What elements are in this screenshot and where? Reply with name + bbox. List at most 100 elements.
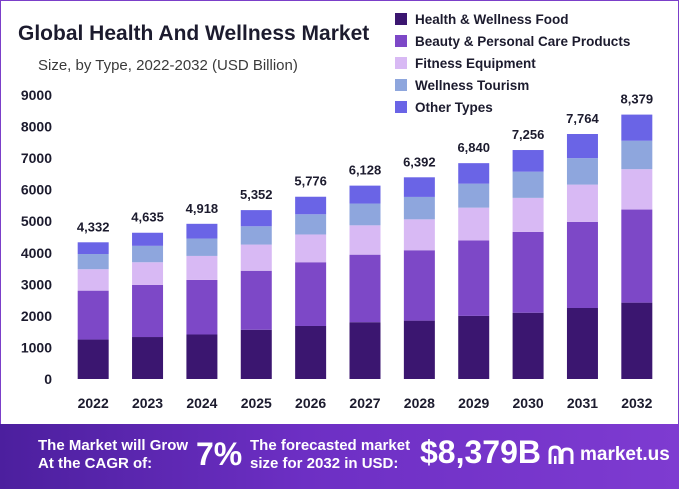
market-us-logo-icon: [548, 445, 574, 464]
bar-segment: [186, 279, 218, 335]
bar-segment: [349, 254, 381, 323]
bar-segment: [295, 262, 327, 326]
bar-segment: [621, 114, 653, 141]
bar-segment: [132, 262, 164, 285]
bar-total-label: 6,128: [349, 163, 382, 178]
bar-segment: [403, 219, 435, 251]
chart-title: Global Health And Wellness Market: [18, 22, 370, 45]
cagr-label: The Market will Grow At the CAGR of:: [38, 437, 189, 472]
bar-segment: [349, 322, 381, 379]
bar-segment: [349, 225, 381, 255]
bar-segment: [240, 329, 272, 379]
bar-segment: [512, 231, 544, 313]
x-tick-label: 2026: [295, 395, 326, 411]
bar-segment: [403, 320, 435, 379]
bar-segment: [512, 197, 544, 232]
bar-segment: [240, 270, 272, 330]
cagr-value: 7%: [196, 436, 243, 472]
bar-total-label: 4,332: [77, 219, 110, 234]
bar-total-label: 4,918: [186, 201, 219, 216]
x-tick-label: 2024: [186, 395, 217, 411]
bar-segment: [621, 169, 653, 210]
x-tick-label: 2028: [404, 395, 435, 411]
bar-total-label: 7,764: [566, 111, 599, 126]
bar-total-label: 4,635: [131, 210, 164, 225]
legend-label: Wellness Tourism: [415, 77, 530, 93]
chart-legend: Health & Wellness Food Beauty & Personal…: [395, 8, 630, 118]
bar-segment: [512, 171, 544, 198]
legend-swatch: [395, 79, 407, 91]
bar-segment: [295, 214, 327, 235]
bar-segment: [566, 184, 598, 222]
bar-segment: [566, 221, 598, 308]
legend-item: Wellness Tourism: [395, 74, 630, 96]
bar-segment: [621, 302, 653, 379]
bar-total-label: 6,840: [457, 140, 490, 155]
bar-segment: [132, 232, 164, 246]
bar-segment: [186, 223, 218, 239]
bar-segment: [132, 245, 164, 263]
bar-segment: [566, 308, 598, 379]
x-tick-label: 2022: [78, 395, 109, 411]
brand: market.us: [548, 444, 670, 466]
y-tick-label: 0: [44, 371, 52, 387]
bar-segment: [512, 312, 544, 379]
bar-segment: [458, 207, 490, 241]
y-tick-label: 8000: [21, 119, 52, 135]
forecast-label: The forecasted market size for 2032 in U…: [250, 437, 411, 472]
bar-total-label: 5,352: [240, 187, 273, 202]
bar-segment: [77, 339, 109, 379]
bar-total-label: 8,379: [621, 92, 654, 107]
x-tick-label: 2027: [349, 395, 380, 411]
bar-segment: [186, 238, 218, 256]
bar-total-label: 5,776: [294, 174, 327, 189]
bar-segment: [295, 196, 327, 215]
forecast-value: $8,379B: [420, 434, 541, 470]
y-tick-label: 2000: [21, 308, 52, 324]
chart-subtitle: Size, by Type, 2022-2032 (USD Billion): [38, 57, 298, 74]
bar-segment: [512, 150, 544, 172]
x-tick-label: 2031: [567, 395, 598, 411]
legend-swatch: [395, 35, 407, 47]
legend-item: Fitness Equipment: [395, 52, 630, 74]
bar-segment: [295, 234, 327, 263]
y-tick-label: 6000: [21, 182, 52, 198]
legend-label: Health & Wellness Food: [415, 11, 569, 27]
stacked-bar-chart: 0 1000 2000 3000 4000 5000 6000 7000 8000 9000 4,3…: [21, 87, 654, 411]
bar-segment: [621, 209, 653, 303]
brand-name: market.us: [580, 444, 670, 465]
bar-segment: [403, 196, 435, 220]
bar-segment: [566, 134, 598, 159]
bar-segment: [403, 177, 435, 197]
x-tick-label: 2032: [621, 395, 652, 411]
bar-segment: [458, 240, 490, 316]
bar-segment: [186, 334, 218, 379]
y-tick-label: 3000: [21, 276, 52, 292]
bar-segment: [77, 242, 109, 255]
legend-swatch: [395, 13, 407, 25]
x-tick-label: 2025: [241, 395, 272, 411]
bar-segment: [349, 185, 381, 204]
legend-item: Other Types: [395, 96, 630, 118]
bar-segment: [77, 269, 109, 291]
bar-segment: [458, 315, 490, 379]
x-tick-label: 2030: [513, 395, 544, 411]
summary-footer: The Market will Grow At the CAGR of: 7% …: [0, 424, 679, 489]
bar-segment: [77, 254, 109, 270]
bar-segment: [240, 210, 272, 227]
bar-segment: [349, 203, 381, 226]
bar-segment: [240, 226, 272, 245]
bar-segment: [566, 158, 598, 185]
bar-segment: [132, 337, 164, 379]
bar-segment: [186, 255, 218, 280]
legend-item: Health & Wellness Food: [395, 8, 630, 30]
bar-segment: [403, 250, 435, 321]
bar-total-label: 7,256: [512, 127, 545, 142]
legend-label: Other Types: [415, 99, 493, 115]
bar-segment: [621, 140, 653, 170]
x-tick-label: 2023: [132, 395, 163, 411]
y-tick-label: 9000: [21, 87, 52, 103]
bar-segment: [458, 163, 490, 184]
bar-segment: [77, 290, 109, 340]
